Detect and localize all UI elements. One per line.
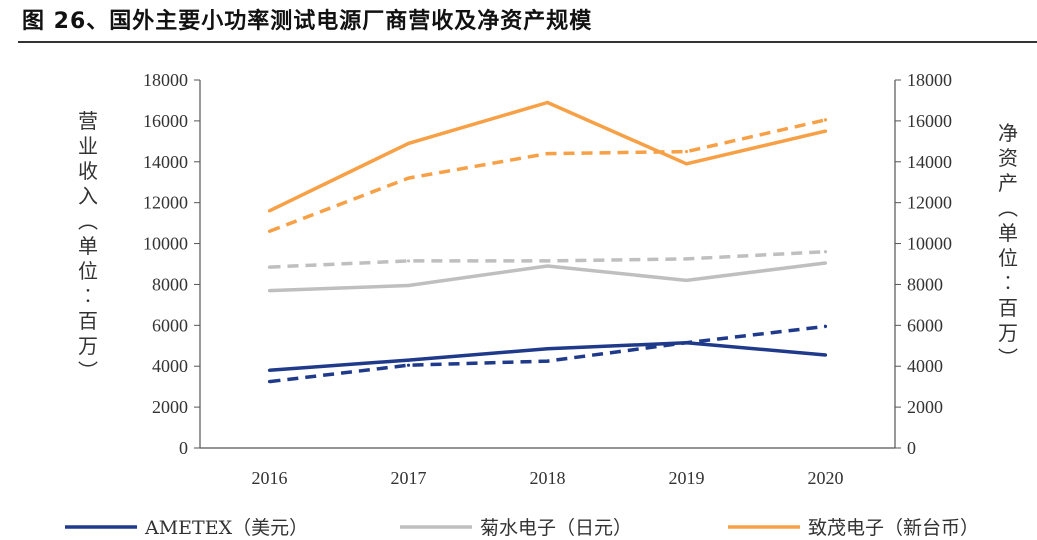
data-point [684,162,689,166]
series-line: AMETEX（美元）净资产 [269,324,826,384]
data-point [545,100,550,105]
data-point [684,341,689,345]
data-point [267,379,272,384]
data-point [267,265,272,269]
series-layer: AMETEX（美元）营业收入AMETEX（美元）净资产菊水电子（日元）营业收入菊… [267,100,828,384]
left-axis-title: 营业收入︵单位︰百万︶ [78,109,98,383]
data-point [823,118,828,122]
legend-label: 菊水电子（日元） [480,517,632,539]
right-axis-title: 净资产︵单位︰百万︶ [998,121,1018,370]
right-tick-label: 6000 [907,315,943,335]
data-point [823,324,828,328]
data-point [684,149,689,154]
data-point [684,278,689,282]
left-tick-label: 18000 [143,70,188,90]
data-point [406,259,411,263]
right-tick-label: 10000 [907,234,952,254]
data-point [406,176,411,180]
data-point [545,259,550,263]
right-tick-label: 8000 [907,274,943,294]
legend: AMETEX（美元） 菊水电子（日元） 致茂电子（新台币） [65,517,979,539]
left-tick-label: 6000 [152,315,188,335]
axes: 0 0 2000 2000 4000 4000 6000 6000 8000 8000 10000 1… [78,70,1018,488]
data-point [823,129,828,133]
data-point [267,209,272,213]
left-tick-label: 2000 [152,397,188,417]
data-point [406,363,411,367]
data-point [267,368,272,372]
series-line: AMETEX（美元）营业收入 [269,340,826,373]
left-tick-label: 8000 [152,274,188,294]
right-tick-label: 2000 [907,397,943,417]
left-tick-label: 4000 [152,356,188,376]
right-tick-label: 0 [907,438,916,458]
data-point [545,359,550,363]
data-point [406,283,411,288]
x-tick-label: 2016 [252,468,288,488]
data-point [267,229,272,233]
title-divider [18,41,1037,43]
data-point [545,264,550,268]
right-tick-label: 14000 [907,152,952,172]
left-tick-label: 10000 [143,234,188,254]
x-tick-label: 2020 [808,468,844,488]
right-tick-label: 16000 [907,111,952,131]
series-line: 致茂电子（新台币）净资产 [268,118,826,233]
x-tick-label: 2018 [530,468,566,488]
data-point [823,353,828,357]
right-tick-label: 12000 [907,193,952,213]
legend-label: 致茂电子（新台币） [808,517,979,539]
left-tick-label: 0 [179,438,188,458]
x-tick-label: 2019 [669,468,705,488]
right-tick-label: 4000 [907,356,943,376]
left-tick-label: 16000 [143,111,188,131]
data-point [823,261,828,265]
left-tick-label: 12000 [143,193,188,213]
data-point [684,257,689,261]
chart-title: 图 26、国外主要小功率测试电源厂商营收及净资产规模 [22,9,593,34]
data-point [545,347,550,351]
data-point [406,358,411,362]
x-tick-label: 2017 [391,468,427,488]
data-point [823,250,828,254]
data-point [267,288,272,293]
series-line: 致茂电子（新台币）营业收入 [268,100,826,213]
left-tick-label: 14000 [143,152,188,172]
data-point [406,141,411,145]
legend-label: AMETEX（美元） [144,517,308,539]
data-point [545,152,550,156]
right-tick-label: 18000 [907,70,952,90]
